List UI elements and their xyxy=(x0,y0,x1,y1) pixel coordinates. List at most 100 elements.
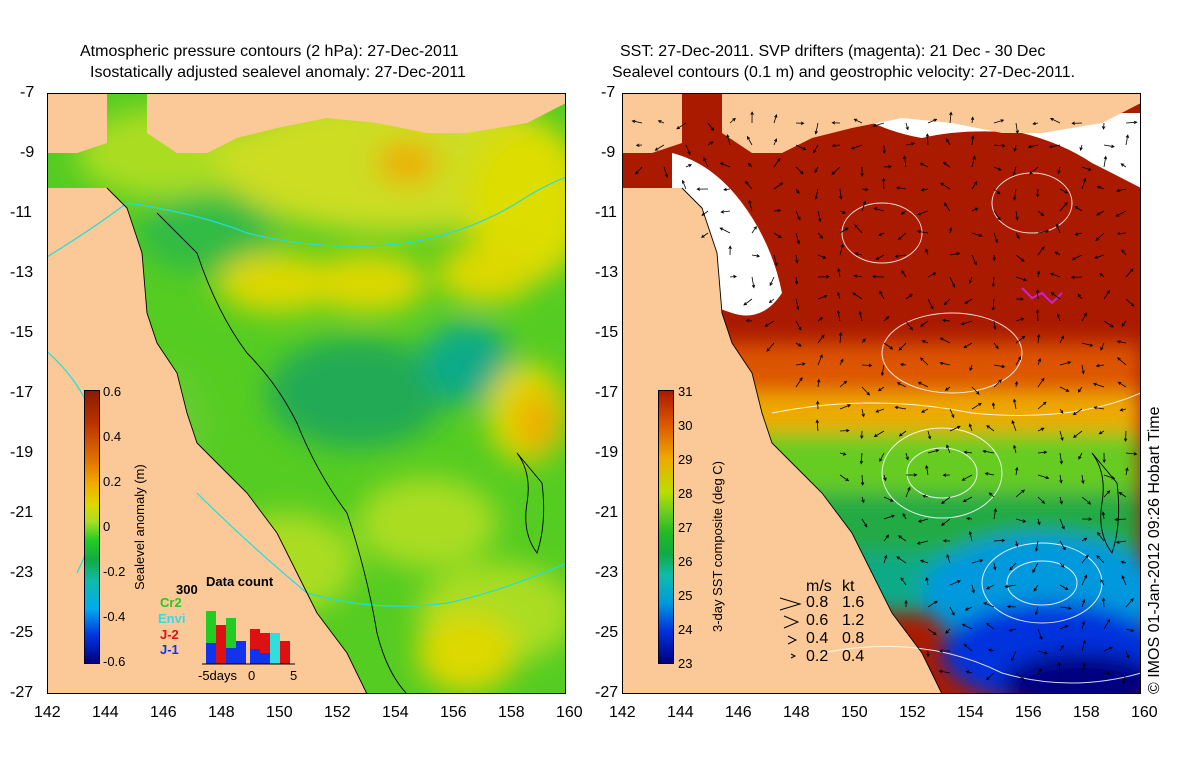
velocity-arrow xyxy=(1034,540,1039,552)
velocity-arrow xyxy=(1009,562,1017,571)
lat-tick-label: -19 xyxy=(595,444,619,461)
velocity-arrow xyxy=(971,254,977,266)
sla-colorbar-tick: 0.4 xyxy=(103,429,122,444)
velocity-arrow xyxy=(1094,254,1105,259)
velocity-arrow xyxy=(900,577,907,586)
velocity-arrow xyxy=(985,584,995,590)
left-map xyxy=(47,93,566,694)
velocity-arrow xyxy=(1081,662,1086,674)
velocity-arrow xyxy=(1015,122,1019,135)
velocity-arrow xyxy=(1015,276,1027,282)
velocity-arrow xyxy=(939,649,951,653)
velocity-arrow xyxy=(1081,599,1086,608)
velocity-arrow xyxy=(941,496,951,505)
velocity-arrow xyxy=(992,254,996,262)
velocity-arrow xyxy=(879,452,885,462)
sla-colorbar-tick: -0.6 xyxy=(103,654,126,669)
velocity-arrow xyxy=(1037,518,1041,526)
velocity-arrow xyxy=(905,320,913,331)
velocity-arrow xyxy=(1103,155,1108,168)
velocity-arrow xyxy=(854,252,863,256)
velocity-arrow xyxy=(817,210,822,223)
velocity-arrow xyxy=(1027,144,1039,149)
velocity-arrow xyxy=(940,518,951,526)
velocity-arrow xyxy=(1077,293,1083,300)
velocity-arrow xyxy=(927,449,940,454)
lat-tick-label: -11 xyxy=(10,204,32,221)
sst-colorbar xyxy=(658,390,674,664)
data-count-axis-start: -5days xyxy=(198,668,238,683)
velocity-arrow xyxy=(877,386,885,392)
velocity-arrow xyxy=(993,507,997,520)
velocity-arrow xyxy=(1096,185,1105,190)
velocity-arrow xyxy=(1100,578,1105,586)
velocity-arrow xyxy=(850,144,863,150)
lat-tick-label: -27 xyxy=(595,684,619,701)
velocity-arrow xyxy=(971,135,975,146)
velocity-arrow xyxy=(905,293,913,300)
velocity-legend-arrows xyxy=(779,597,802,659)
velocity-arrow xyxy=(1037,229,1050,234)
velocity-arrow xyxy=(993,364,1006,369)
sst-colorbar-tick: 23 xyxy=(678,656,693,671)
velocity-arrow xyxy=(1116,340,1127,344)
velocity-arrow xyxy=(1049,272,1061,278)
lon-tick-label: 144 xyxy=(667,704,694,721)
velocity-arrow xyxy=(917,518,929,523)
velocity-arrow xyxy=(1014,380,1019,388)
lat-tick-label: -13 xyxy=(10,264,34,281)
velocity-arrow xyxy=(1015,466,1019,476)
velocity-arrow xyxy=(927,118,938,124)
sla-colorbar-tick: 0.2 xyxy=(103,474,122,489)
velocity-arrow xyxy=(861,187,869,192)
velocity-arrow xyxy=(1125,628,1135,632)
velocity-arrow xyxy=(971,155,976,168)
velocity-arrow xyxy=(1056,313,1061,322)
velocity-arrow xyxy=(986,425,995,432)
velocity-arrow xyxy=(852,292,863,300)
velocity-arrow xyxy=(795,362,806,366)
velocity-arrow xyxy=(883,474,887,482)
velocity-arrow xyxy=(986,672,995,681)
lon-tick-label: 148 xyxy=(783,704,810,721)
velocity-arrow xyxy=(751,225,757,234)
velocity-arrow xyxy=(926,651,930,658)
velocity-arrow xyxy=(1102,452,1106,464)
velocity-arrow xyxy=(1095,363,1105,368)
velocity-arrow xyxy=(961,474,973,481)
velocity-arrow xyxy=(969,364,973,372)
velocity-arrow xyxy=(1056,223,1061,234)
velocity-arrow xyxy=(872,122,885,127)
velocity-arrow xyxy=(723,187,731,192)
velocity-arrow xyxy=(795,298,800,311)
velocity-arrow xyxy=(901,269,907,278)
velocity-arrow xyxy=(1059,430,1064,442)
velocity-arrow xyxy=(946,444,951,454)
velocity-arrow xyxy=(1081,364,1085,375)
velocity-arrow xyxy=(873,430,885,438)
velocity-arrow xyxy=(882,144,886,154)
velocity-arrow xyxy=(854,224,863,234)
velocity-arrow xyxy=(814,122,819,135)
velocity-arrow xyxy=(1012,398,1017,410)
velocity-arrow xyxy=(949,252,961,256)
velocity-legend-ms-3: 0.4 xyxy=(806,630,829,647)
velocity-arrow xyxy=(1125,467,1129,476)
velocity-arrow xyxy=(1032,562,1039,574)
velocity-arrow xyxy=(902,512,907,520)
velocity-arrow xyxy=(817,275,830,279)
velocity-arrow xyxy=(1059,644,1064,652)
velocity-arrow xyxy=(861,338,866,344)
velocity-arrow xyxy=(905,473,918,477)
velocity-arrow xyxy=(1037,357,1041,366)
velocity-arrow xyxy=(1097,531,1105,542)
velocity-arrow xyxy=(1035,309,1040,322)
velocity-arrow xyxy=(1059,496,1063,505)
velocity-arrow xyxy=(1037,650,1049,655)
velocity-arrow xyxy=(1100,342,1105,351)
velocity-arrow xyxy=(993,379,1003,388)
velocity-arrows xyxy=(631,111,1138,685)
data-count-max: 300 xyxy=(176,582,198,597)
velocity-arrow xyxy=(927,600,938,608)
lon-tick-label: 158 xyxy=(498,704,525,721)
